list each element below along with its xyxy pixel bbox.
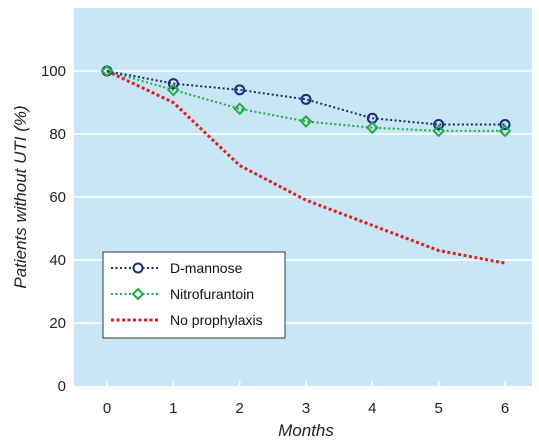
x-tick-label: 6 bbox=[501, 400, 509, 417]
data-point bbox=[234, 84, 246, 96]
x-axis-ticks: 0 1 2 3 4 5 6 bbox=[103, 381, 509, 417]
data-point bbox=[432, 124, 446, 138]
x-tick-label: 0 bbox=[103, 400, 111, 417]
legend: D-mannose Nitrofurantoin No prophylaxis bbox=[102, 251, 286, 339]
x-tick-label: 4 bbox=[368, 400, 376, 417]
data-point bbox=[498, 124, 512, 138]
legend-items: D-mannose Nitrofurantoin No prophylaxis bbox=[111, 260, 263, 328]
x-tick-label: 5 bbox=[434, 400, 442, 417]
legend-label: Nitrofurantoin bbox=[170, 286, 254, 302]
y-tick-label: 20 bbox=[49, 315, 66, 332]
y-tick-label: 0 bbox=[58, 378, 66, 395]
data-point bbox=[365, 121, 379, 135]
data-point bbox=[100, 64, 114, 78]
x-tick-label: 3 bbox=[302, 400, 310, 417]
legend-label: No prophylaxis bbox=[170, 312, 263, 328]
legend-marker bbox=[132, 262, 144, 274]
y-tick-label: 80 bbox=[49, 126, 66, 143]
series-line bbox=[106, 69, 506, 265]
y-tick-label: 40 bbox=[49, 252, 66, 269]
x-axis-title: Months bbox=[278, 421, 334, 440]
legend-marker bbox=[131, 287, 145, 301]
data-point bbox=[233, 102, 247, 116]
x-tick-label: 1 bbox=[169, 400, 177, 417]
series-layer bbox=[100, 64, 512, 265]
y-axis-ticks: 0 20 40 60 80 100 bbox=[41, 63, 66, 395]
data-point bbox=[499, 119, 511, 131]
y-axis-title: Patients without UTI (%) bbox=[11, 105, 30, 288]
data-point bbox=[299, 114, 313, 128]
data-point bbox=[166, 83, 180, 97]
legend-label: D-mannose bbox=[170, 260, 243, 276]
data-point bbox=[300, 93, 312, 105]
data-point bbox=[433, 119, 445, 131]
data-point bbox=[167, 78, 179, 90]
series-line bbox=[106, 70, 505, 132]
y-tick-label: 60 bbox=[49, 189, 66, 206]
y-tick-label: 100 bbox=[41, 63, 66, 80]
x-tick-label: 2 bbox=[235, 400, 243, 417]
